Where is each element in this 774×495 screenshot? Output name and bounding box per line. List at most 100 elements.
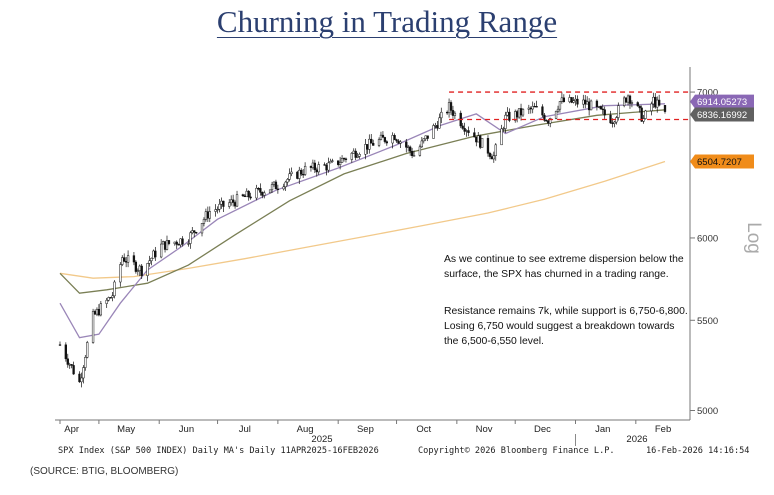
candle-body xyxy=(220,200,223,205)
x-month-label: May xyxy=(117,424,135,435)
candle-body xyxy=(504,114,507,129)
candle-body xyxy=(449,102,453,111)
candle-body xyxy=(352,150,355,154)
candle-body xyxy=(445,111,449,114)
candle-body xyxy=(630,102,634,104)
candle-body xyxy=(317,164,320,173)
candle-body xyxy=(636,102,639,107)
ma-slow-value-tag: 6504.7207 xyxy=(697,157,742,168)
candle-body xyxy=(136,270,139,272)
candle-body xyxy=(547,120,550,124)
candle-body xyxy=(383,137,387,142)
candle-body xyxy=(231,199,235,203)
candle-body xyxy=(399,141,402,144)
x-month-label: Feb xyxy=(655,424,671,435)
candle-body xyxy=(216,208,219,211)
candle-body xyxy=(86,342,89,358)
y-tick-label: 5000 xyxy=(697,406,718,417)
moving-average-lines xyxy=(59,103,666,339)
candle-body xyxy=(531,105,534,110)
candle-body xyxy=(235,194,239,207)
candle-body xyxy=(181,238,184,245)
candle-body xyxy=(338,162,342,165)
candle-body xyxy=(340,157,344,163)
footer-series-info: SPX Index (S&P 500 INDEX) Daily MA's Dai… xyxy=(58,446,379,456)
candle-body xyxy=(475,136,478,143)
candle-body xyxy=(241,194,245,197)
candle-body xyxy=(490,156,494,160)
candle-body xyxy=(193,230,196,233)
candle-body xyxy=(66,358,69,365)
candle-body xyxy=(140,265,143,276)
candle-body xyxy=(160,243,163,258)
candle-body xyxy=(465,130,468,132)
candle-body xyxy=(228,202,231,207)
x-month-label: Oct xyxy=(416,424,431,435)
candle-body xyxy=(508,111,511,121)
price-candles xyxy=(58,92,667,388)
candle-body xyxy=(247,190,250,198)
candle-body xyxy=(420,140,423,148)
candle-body xyxy=(650,103,653,112)
candle-body xyxy=(350,152,353,160)
axis-labels: 5000 5500 6000 7000 Log Apr May Jun Jul Aug Sep Oct… xyxy=(64,88,764,445)
candle-body xyxy=(121,257,124,265)
candle-body xyxy=(562,97,565,103)
candle-body xyxy=(327,162,330,171)
candle-body xyxy=(119,264,122,283)
ma-fast-value-tag: 6914.05273 xyxy=(697,97,747,108)
candle-body xyxy=(535,106,538,108)
candle-body xyxy=(424,135,427,140)
candle-body xyxy=(368,138,371,150)
ma-slow-line xyxy=(59,160,666,279)
candle-body xyxy=(432,125,435,139)
candle-body xyxy=(477,135,480,143)
chart-frame xyxy=(55,67,695,446)
ma-slow-value-tag-bg xyxy=(690,154,754,169)
candle-body xyxy=(313,162,316,171)
candle-body xyxy=(78,373,81,383)
candle-body xyxy=(175,241,178,245)
candle-body xyxy=(638,105,641,109)
trading-range-lines xyxy=(449,91,690,121)
candle-body xyxy=(370,138,373,144)
candle-body xyxy=(545,120,548,122)
candle-body xyxy=(611,122,614,124)
price-value-tag: 6836.16992 xyxy=(697,110,747,121)
candle-body xyxy=(303,165,307,175)
candle-body xyxy=(91,311,95,343)
candle-body xyxy=(208,211,211,219)
candle-body xyxy=(187,243,190,245)
candle-body xyxy=(356,156,359,158)
candle-body xyxy=(586,101,589,105)
candle-body xyxy=(290,171,293,175)
x-month-label: Jul xyxy=(239,424,251,435)
candle-body xyxy=(93,311,97,315)
candle-body xyxy=(249,196,252,199)
candle-body xyxy=(72,365,75,375)
candle-body xyxy=(391,135,394,144)
candle-body xyxy=(344,158,348,160)
candle-body xyxy=(463,128,466,132)
candle-body xyxy=(167,240,171,244)
candle-body xyxy=(329,161,332,164)
candle-body xyxy=(177,244,180,246)
candle-body xyxy=(617,105,620,118)
annotation-paragraph-2: Resistance remains 7k, while support is … xyxy=(444,306,688,347)
candle-body xyxy=(516,111,519,118)
candle-body xyxy=(315,169,318,173)
candle-body xyxy=(622,97,626,106)
candle-body xyxy=(146,263,149,276)
candle-body xyxy=(624,97,628,103)
candle-body xyxy=(82,367,85,379)
price-value-tag-bg xyxy=(690,107,754,122)
x-month-label: Jun xyxy=(179,424,194,435)
candle-body xyxy=(270,184,274,191)
candle-body xyxy=(152,250,155,259)
candle-body xyxy=(302,173,305,176)
candle-body xyxy=(309,165,313,168)
candle-body xyxy=(595,100,599,108)
y-tick-label: 6000 xyxy=(697,233,718,244)
candle-body xyxy=(230,199,233,204)
page-title: Churning in Trading Range xyxy=(216,4,558,39)
